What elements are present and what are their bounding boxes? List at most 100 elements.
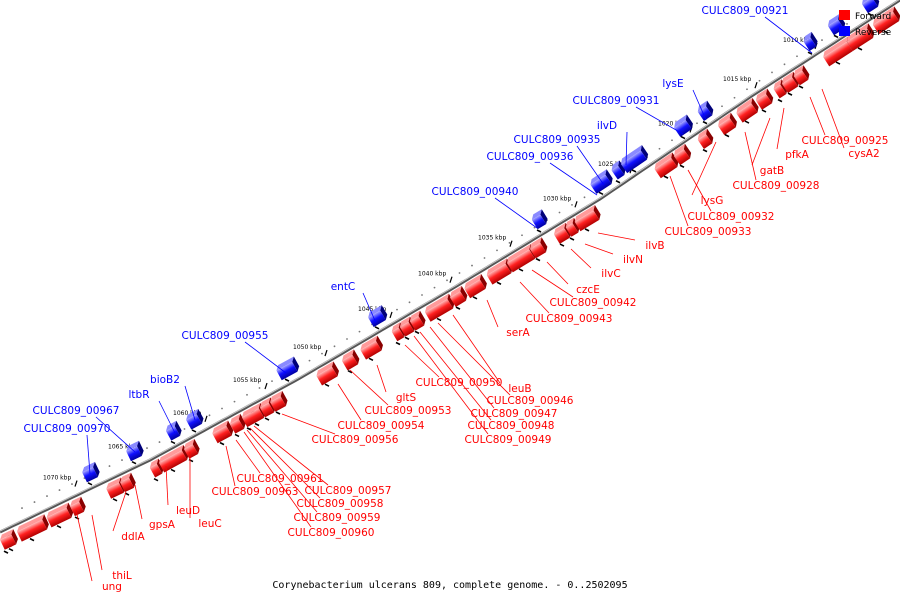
forward-gene-label: CULC809_00946 — [487, 395, 574, 407]
gene-side — [593, 204, 601, 220]
reverse-gene — [82, 461, 100, 483]
gene-side — [572, 217, 580, 233]
scale-dot — [496, 249, 498, 252]
gene-mark — [680, 135, 686, 140]
reverse-gene-label: CULC809_00970 — [24, 423, 111, 435]
backbone-line — [0, 0, 900, 534]
tick-label: 1040 kbp — [418, 271, 446, 278]
reverse-gene — [674, 114, 693, 138]
major-ticks: 1010 kbp 1015 kbp 1020 kbp 1025 kbp 1030 kbp… — [43, 37, 818, 487]
scale-dot — [58, 489, 61, 491]
gene-face — [82, 467, 98, 483]
forward-gene-label: CULC809_00932 — [688, 211, 775, 223]
gene-face — [464, 279, 486, 299]
gene-mark — [798, 85, 804, 89]
gene-side — [540, 209, 548, 225]
gene-top — [183, 438, 195, 450]
gene-top — [126, 440, 139, 452]
forward-label-leader — [570, 248, 592, 269]
gene-face — [368, 310, 386, 328]
scale-dot — [471, 264, 473, 267]
forward-label-leader — [687, 169, 712, 212]
tick-label: 1020 kbp — [658, 120, 686, 127]
tick-label: 1070 kbp — [43, 475, 71, 482]
gene-top — [70, 496, 82, 507]
gene-top — [861, 0, 874, 5]
scale-dot — [458, 272, 461, 274]
forward-label-leader — [486, 299, 499, 328]
gene-face — [16, 519, 48, 542]
gene-mark — [246, 427, 252, 431]
gene-mark — [254, 422, 260, 427]
gene-top — [718, 112, 731, 127]
gene-face — [803, 37, 817, 51]
forward-gene-label: ddlA — [121, 531, 145, 543]
forward-gene — [464, 273, 487, 299]
scale-dot — [408, 301, 411, 304]
gene-mark — [472, 296, 478, 300]
forward-gene-label: czcE — [576, 284, 600, 296]
forward-gene — [425, 293, 455, 322]
forward-label-leader — [584, 243, 614, 255]
forward-label-leader — [134, 484, 143, 520]
gene-top — [486, 258, 507, 276]
major-tick — [389, 311, 393, 319]
tick-label: 1030 kbp — [543, 195, 571, 202]
forward-label-leader — [691, 141, 717, 196]
scale-dot — [721, 105, 723, 108]
scale-dot — [258, 387, 261, 389]
gene-mark — [87, 482, 93, 486]
gene-mark — [3, 550, 9, 554]
gene-top — [259, 397, 271, 408]
gene-mark — [615, 180, 621, 184]
forward-label-leader — [669, 175, 689, 227]
major-tick — [324, 349, 328, 357]
reverse-label-leader — [549, 162, 598, 196]
forward-gene-label: CULC809_00956 — [312, 434, 399, 446]
gene-mark — [455, 306, 461, 310]
gene-top — [368, 305, 382, 318]
gene-top — [360, 335, 378, 351]
scale-dot — [246, 393, 248, 396]
gene-face — [391, 327, 405, 342]
legend-forward-label: Forward — [855, 12, 891, 22]
tick-label: 1025 kbp — [598, 161, 626, 168]
gene-mark — [414, 330, 420, 335]
scale-dot — [121, 459, 123, 461]
forward-gene — [16, 514, 49, 542]
forward-gene-label: cysA2 — [848, 148, 879, 160]
scale-dot — [583, 196, 586, 199]
gene-mark — [56, 524, 62, 529]
forward-label-leader — [531, 269, 574, 298]
gene-side — [893, 6, 900, 22]
scale-dot — [358, 330, 361, 333]
scale-dot — [671, 139, 673, 142]
gene-top — [654, 152, 673, 170]
gene-mark — [857, 47, 863, 51]
gene-side — [192, 438, 200, 455]
forward-label-leader — [413, 335, 489, 435]
reverse-gene — [531, 209, 548, 230]
major-tick — [449, 276, 453, 283]
gene-face — [46, 507, 72, 528]
gene-mark — [404, 336, 410, 340]
gene-mark — [284, 378, 290, 382]
gene-side — [460, 285, 468, 301]
scale-dot — [733, 96, 736, 99]
gene-top — [82, 461, 95, 473]
forward-gene-label: CULC809_00928 — [733, 180, 820, 192]
gene-face — [120, 477, 134, 493]
gene-mark — [374, 326, 380, 330]
reverse-gene — [165, 420, 182, 441]
forward-gene-label: CULC809_00933 — [665, 226, 752, 238]
forward-label-leader — [821, 88, 845, 149]
gene-top — [464, 273, 482, 289]
forward-gene-label: CULC809_00948 — [468, 420, 555, 432]
gene-side — [540, 237, 548, 253]
scale-dot — [846, 23, 848, 25]
forward-label-leader — [404, 344, 440, 378]
forward-gene — [46, 502, 74, 528]
forward-gene — [149, 458, 164, 478]
gene-side — [766, 88, 774, 104]
gene-side — [671, 152, 679, 168]
